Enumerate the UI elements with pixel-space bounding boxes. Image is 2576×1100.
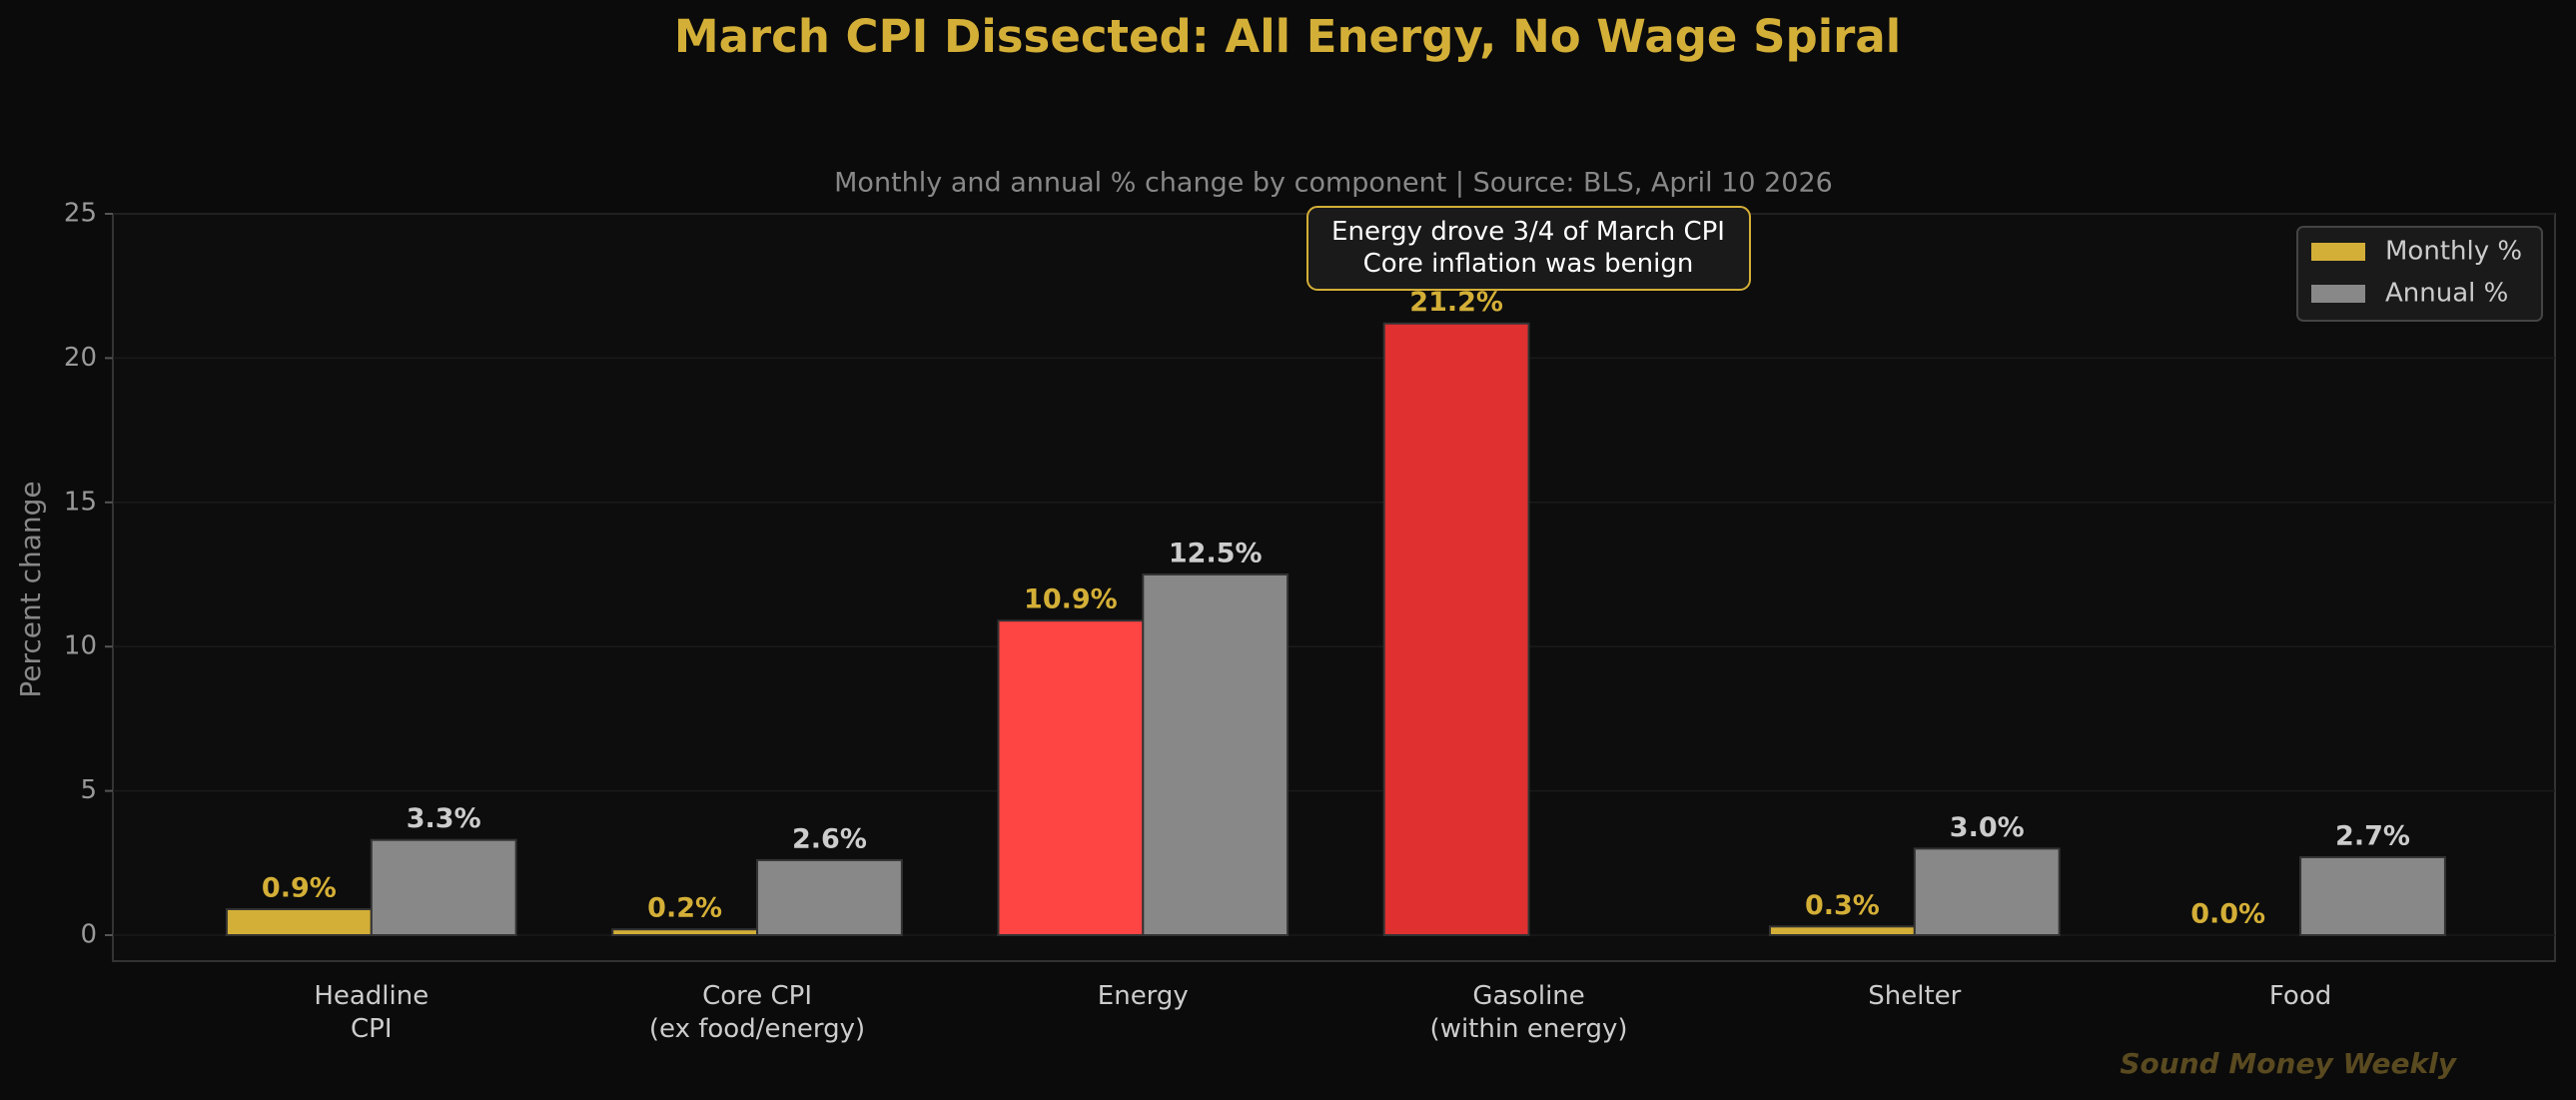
chart-title: March CPI Dissected: All Energy, No Wage… xyxy=(674,10,1901,63)
bar xyxy=(2299,856,2446,937)
value-label: 3.3% xyxy=(407,803,481,834)
bar xyxy=(611,928,759,937)
annotation-box xyxy=(1306,206,1751,291)
value-label: 2.7% xyxy=(2335,821,2410,852)
watermark: Sound Money Weekly xyxy=(2120,1047,2457,1080)
y-tick-label: 25 xyxy=(64,199,97,229)
x-tick-label: Headline CPI xyxy=(314,981,429,1044)
bar xyxy=(1382,322,1530,937)
value-label: 0.0% xyxy=(2190,899,2265,930)
legend-swatch xyxy=(2311,243,2365,261)
value-label: 2.6% xyxy=(792,823,867,854)
bar xyxy=(756,858,903,937)
x-tick-label: Food xyxy=(2269,981,2331,1011)
legend-label: Monthly % xyxy=(2385,237,2522,267)
y-tick-label: 5 xyxy=(80,775,97,805)
y-tick-label: 0 xyxy=(80,920,97,950)
y-tick-label: 20 xyxy=(64,343,97,373)
y-tick-label: 15 xyxy=(64,487,97,517)
chart-subtitle: Monthly and annual % change by component… xyxy=(834,168,1833,199)
bar xyxy=(370,838,517,937)
bar xyxy=(225,908,373,937)
y-axis-label: Percent change xyxy=(14,481,47,697)
annotation: Energy drove 3/4 of March CPI Core inflat… xyxy=(1331,217,1725,279)
bar xyxy=(1913,847,2061,937)
x-tick-label: Shelter xyxy=(1868,981,1961,1011)
value-label: 0.3% xyxy=(1805,890,1880,921)
x-tick-label: Energy xyxy=(1098,981,1189,1011)
bar xyxy=(1768,925,1916,937)
x-tick-label: Gasoline (within energy) xyxy=(1430,981,1628,1044)
legend-swatch xyxy=(2311,285,2365,303)
value-label: 21.2% xyxy=(1409,287,1503,318)
plot-area xyxy=(112,213,2556,962)
value-label: 0.2% xyxy=(647,893,722,924)
value-label: 0.9% xyxy=(262,873,337,904)
value-label: 3.0% xyxy=(1950,812,2025,843)
x-tick-label: Core CPI (ex food/energy) xyxy=(649,981,865,1044)
bar xyxy=(1142,573,1289,937)
value-label: 10.9% xyxy=(1024,584,1118,615)
legend-label: Annual % xyxy=(2385,279,2508,309)
bar xyxy=(997,619,1145,937)
y-tick-label: 10 xyxy=(64,631,97,661)
value-label: 12.5% xyxy=(1169,539,1263,569)
